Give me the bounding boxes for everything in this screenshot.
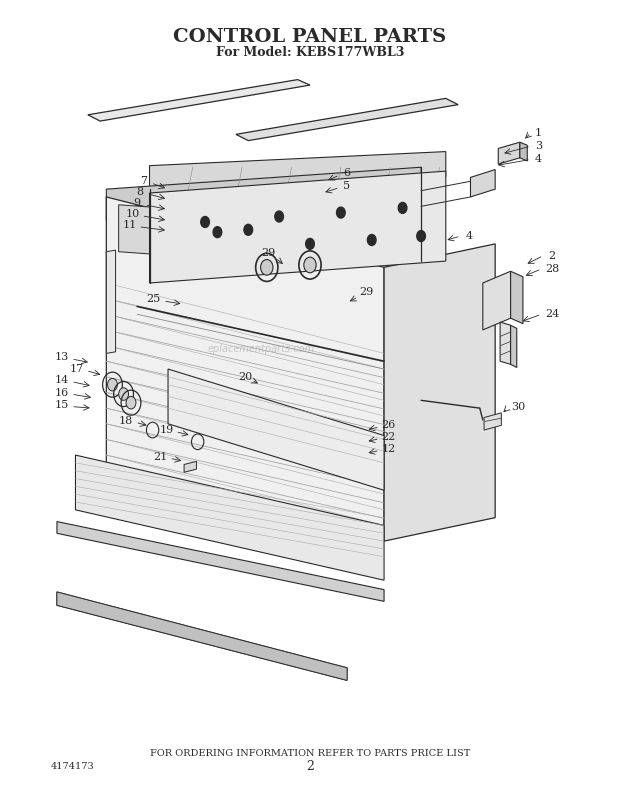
Polygon shape xyxy=(57,592,347,681)
Polygon shape xyxy=(118,205,248,261)
Polygon shape xyxy=(88,79,310,121)
Text: 11: 11 xyxy=(123,220,137,230)
Polygon shape xyxy=(57,592,347,681)
Polygon shape xyxy=(471,170,495,197)
Text: FOR ORDERING INFORMATION REFER TO PARTS PRICE LIST: FOR ORDERING INFORMATION REFER TO PARTS … xyxy=(150,750,470,758)
Circle shape xyxy=(398,203,407,214)
Circle shape xyxy=(107,378,117,391)
Text: 8: 8 xyxy=(136,188,144,197)
Circle shape xyxy=(244,225,252,236)
Polygon shape xyxy=(484,413,502,430)
Polygon shape xyxy=(500,322,511,364)
Text: 25: 25 xyxy=(147,294,161,304)
Polygon shape xyxy=(520,142,527,161)
Text: 4: 4 xyxy=(466,231,473,241)
Text: 2: 2 xyxy=(306,760,314,773)
Text: 20: 20 xyxy=(238,372,252,382)
Circle shape xyxy=(213,227,222,238)
Text: 16: 16 xyxy=(55,388,69,397)
Circle shape xyxy=(118,388,128,400)
Text: eplacementparts.com: eplacementparts.com xyxy=(207,345,314,355)
Text: 9: 9 xyxy=(134,198,141,208)
Polygon shape xyxy=(76,455,384,580)
Text: 3: 3 xyxy=(535,141,542,151)
Text: 28: 28 xyxy=(545,264,559,274)
Text: 17: 17 xyxy=(69,364,84,374)
Circle shape xyxy=(275,211,283,222)
Text: 10: 10 xyxy=(126,209,140,219)
Text: 19: 19 xyxy=(160,425,174,435)
Polygon shape xyxy=(511,272,523,323)
Polygon shape xyxy=(498,142,520,164)
Text: 18: 18 xyxy=(119,416,133,425)
Text: 13: 13 xyxy=(55,352,69,363)
Polygon shape xyxy=(168,369,384,491)
Polygon shape xyxy=(236,98,458,141)
Text: 4: 4 xyxy=(535,155,542,164)
Polygon shape xyxy=(184,462,197,473)
Circle shape xyxy=(126,396,136,409)
Text: 29: 29 xyxy=(360,287,374,298)
Circle shape xyxy=(260,260,273,276)
Polygon shape xyxy=(106,250,115,353)
Text: 21: 21 xyxy=(154,451,168,462)
Text: 1: 1 xyxy=(535,128,542,138)
Text: 22: 22 xyxy=(381,432,396,442)
Circle shape xyxy=(201,217,210,228)
Text: 12: 12 xyxy=(381,444,396,454)
Text: 14: 14 xyxy=(55,375,69,385)
Text: For Model: KEBS177WBL3: For Model: KEBS177WBL3 xyxy=(216,46,404,59)
Text: 15: 15 xyxy=(55,400,69,410)
Polygon shape xyxy=(384,244,495,541)
Text: 2: 2 xyxy=(548,250,556,261)
Circle shape xyxy=(306,239,314,250)
Polygon shape xyxy=(57,521,384,601)
Polygon shape xyxy=(149,152,446,191)
Text: 5: 5 xyxy=(343,181,350,191)
Text: 29: 29 xyxy=(261,248,275,258)
Circle shape xyxy=(337,207,345,218)
Text: 4174173: 4174173 xyxy=(51,762,94,771)
Text: 24: 24 xyxy=(545,309,559,319)
Polygon shape xyxy=(149,171,446,283)
Text: 6: 6 xyxy=(343,169,350,178)
Text: 26: 26 xyxy=(381,420,396,430)
Circle shape xyxy=(368,235,376,246)
Polygon shape xyxy=(106,197,384,541)
Polygon shape xyxy=(511,325,516,367)
Text: 30: 30 xyxy=(512,402,526,411)
Polygon shape xyxy=(106,167,421,221)
Circle shape xyxy=(304,257,316,273)
Text: CONTROL PANEL PARTS: CONTROL PANEL PARTS xyxy=(174,27,446,46)
Text: 7: 7 xyxy=(140,177,147,186)
Polygon shape xyxy=(483,272,511,330)
Circle shape xyxy=(417,231,425,242)
